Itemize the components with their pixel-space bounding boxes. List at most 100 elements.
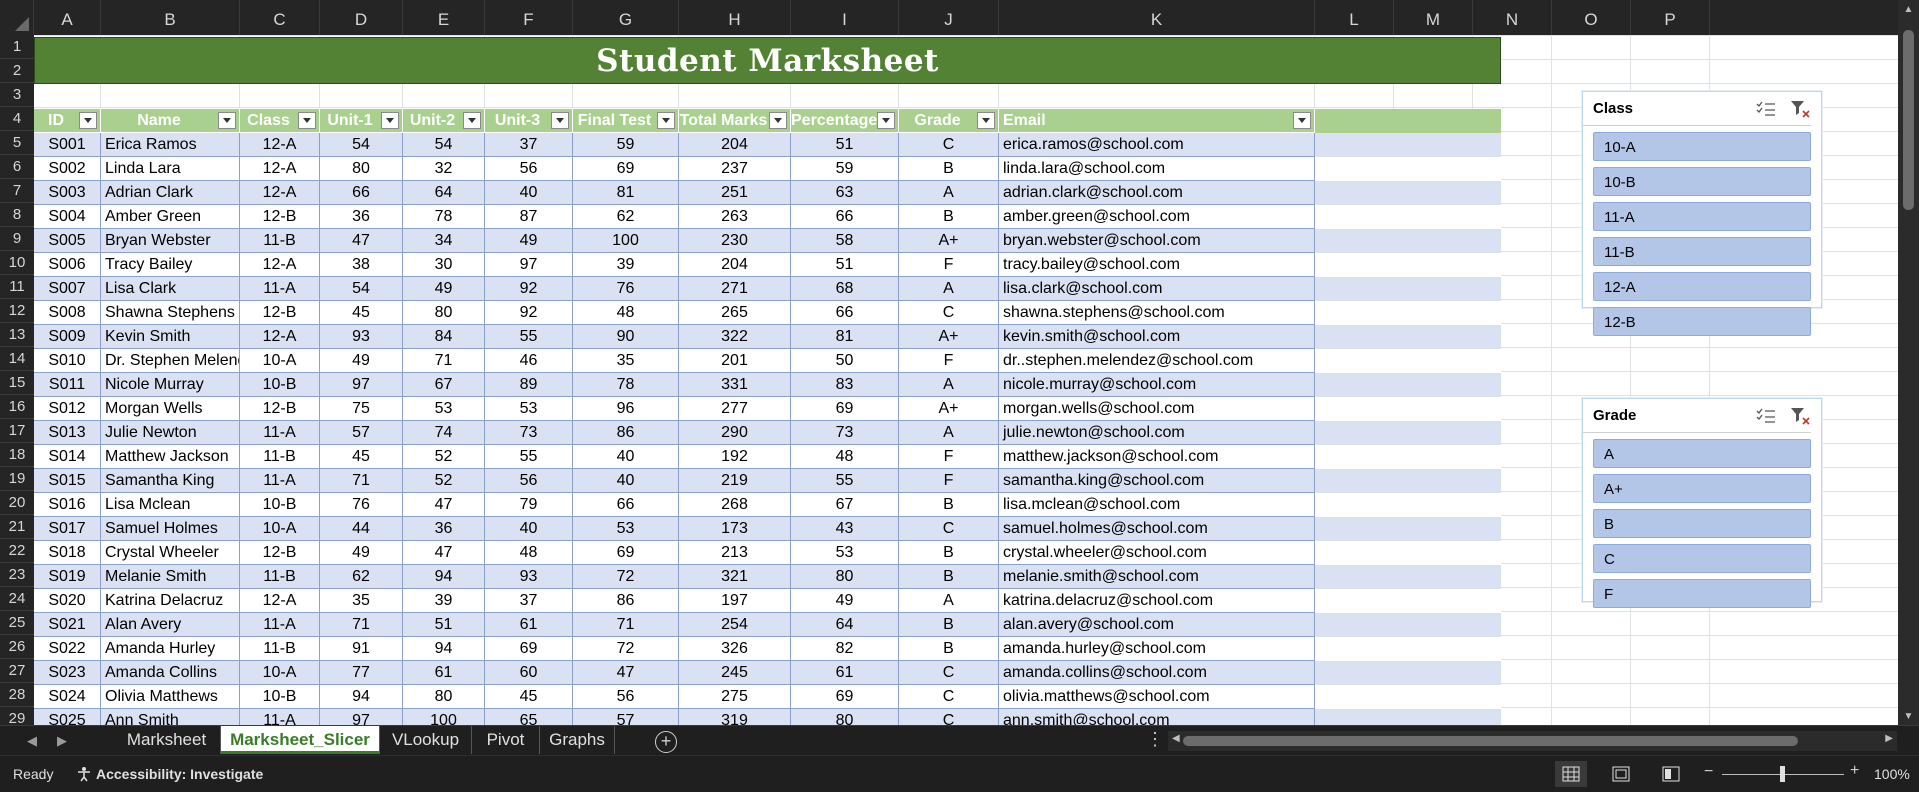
table-cell[interactable]: 92 [485,277,573,301]
table-cell[interactable]: Adrian Clark [101,181,240,205]
column-heading[interactable]: Unit-3 [485,109,573,133]
table-cell[interactable]: F [899,253,999,277]
table-cell[interactable]: 80 [791,565,899,589]
row-header[interactable]: 7 [0,179,34,203]
column-header[interactable]: D [320,0,403,35]
table-cell[interactable]: B [899,541,999,565]
table-cell[interactable]: 61 [403,661,485,685]
table-cell[interactable]: 12-A [240,589,320,613]
table-cell[interactable]: 36 [320,205,403,229]
column-header[interactable]: I [791,0,899,35]
table-cell[interactable]: 49 [320,541,403,565]
worksheet-grid[interactable]: Student Marksheet ID Name Class Unit-1 Unit-… [34,35,1898,725]
table-cell[interactable]: 45 [485,685,573,709]
column-heading[interactable]: Name [101,109,240,133]
table-cell[interactable]: 55 [485,445,573,469]
table-cell[interactable]: 12-B [240,541,320,565]
table-cell[interactable]: 51 [403,613,485,637]
table-cell[interactable]: 66 [320,181,403,205]
table-cell[interactable]: A [899,589,999,613]
row-header[interactable]: 21 [0,515,34,539]
sheet-tab[interactable]: Pivot [472,726,540,754]
table-cell[interactable]: Samantha King [101,469,240,493]
table-cell[interactable]: 56 [573,685,679,709]
table-cell[interactable]: 90 [573,325,679,349]
table-cell[interactable]: 11-A [240,613,320,637]
table-cell[interactable]: Olivia Matthews [101,685,240,709]
table-cell[interactable]: 173 [679,517,791,541]
add-sheet-icon[interactable]: + [655,731,677,753]
table-cell[interactable]: Lisa Mclean [101,493,240,517]
table-cell[interactable]: 34 [403,229,485,253]
table-cell[interactable]: A [899,421,999,445]
table-cell[interactable]: 86 [573,421,679,445]
table-cell[interactable]: 78 [403,205,485,229]
table-cell[interactable]: 38 [320,253,403,277]
table-cell[interactable]: 94 [320,685,403,709]
column-heading[interactable]: Percentage [791,109,899,133]
vertical-scroll-thumb[interactable] [1903,30,1914,210]
table-cell[interactable]: C [899,301,999,325]
table-cell[interactable]: 72 [573,637,679,661]
table-cell[interactable]: A+ [899,397,999,421]
table-cell[interactable]: 40 [485,181,573,205]
next-sheet-icon[interactable]: ▶ [57,733,67,748]
row-header[interactable]: 18 [0,443,34,467]
grade-slicer-item[interactable]: A [1593,439,1811,468]
table-cell[interactable]: 57 [573,709,679,725]
table-cell[interactable]: 53 [573,517,679,541]
filter-dropdown-icon[interactable] [218,112,236,129]
table-cell[interactable]: 66 [573,493,679,517]
table-cell[interactable]: C [899,685,999,709]
table-cell[interactable]: 62 [573,205,679,229]
table-cell[interactable]: S017 [34,517,101,541]
table-cell[interactable]: 49 [320,349,403,373]
table-cell[interactable]: 69 [791,685,899,709]
column-header[interactable]: F [485,0,573,35]
table-cell[interactable]: 59 [573,133,679,157]
row-header[interactable]: 13 [0,323,34,347]
table-cell[interactable]: 40 [485,517,573,541]
normal-view-icon[interactable] [1555,761,1587,787]
table-cell[interactable]: 51 [791,253,899,277]
table-cell[interactable]: 47 [403,493,485,517]
table-cell[interactable]: 39 [403,589,485,613]
table-cell[interactable]: 64 [403,181,485,205]
table-cell[interactable]: F [899,349,999,373]
table-cell[interactable]: 50 [791,349,899,373]
table-cell[interactable]: 72 [573,565,679,589]
column-heading[interactable]: ID [34,109,101,133]
row-header[interactable]: 19 [0,467,34,491]
zoom-level[interactable]: 100% [1874,766,1910,782]
table-cell[interactable]: 331 [679,373,791,397]
table-cell[interactable]: 71 [573,613,679,637]
sheet-tab[interactable]: Graphs [540,726,615,754]
horizontal-scrollbar[interactable]: ◀ ▶ [1168,731,1897,751]
row-header[interactable]: 5 [0,131,34,155]
table-cell[interactable]: 55 [485,325,573,349]
table-cell[interactable]: 73 [791,421,899,445]
filter-dropdown-icon[interactable] [769,112,787,129]
table-cell[interactable]: 54 [320,277,403,301]
table-cell[interactable]: S016 [34,493,101,517]
table-cell[interactable]: 66 [791,205,899,229]
column-header[interactable]: E [403,0,485,35]
column-header[interactable]: C [240,0,320,35]
column-heading[interactable]: Final Test [573,109,679,133]
row-header[interactable]: 17 [0,419,34,443]
row-header[interactable]: 10 [0,251,34,275]
table-cell[interactable]: 84 [403,325,485,349]
table-cell[interactable]: 96 [573,397,679,421]
table-cell[interactable]: 10-B [240,493,320,517]
scroll-up-icon[interactable]: ▲ [1903,3,1914,15]
table-cell[interactable]: 35 [320,589,403,613]
table-cell[interactable]: 97 [320,373,403,397]
filter-dropdown-icon[interactable] [551,112,569,129]
table-cell[interactable]: 100 [403,709,485,725]
table-cell[interactable]: 61 [485,613,573,637]
table-cell[interactable]: 45 [320,301,403,325]
table-cell[interactable]: 97 [320,709,403,725]
table-cell[interactable]: S024 [34,685,101,709]
filter-dropdown-icon[interactable] [381,112,399,129]
table-cell[interactable]: Crystal Wheeler [101,541,240,565]
